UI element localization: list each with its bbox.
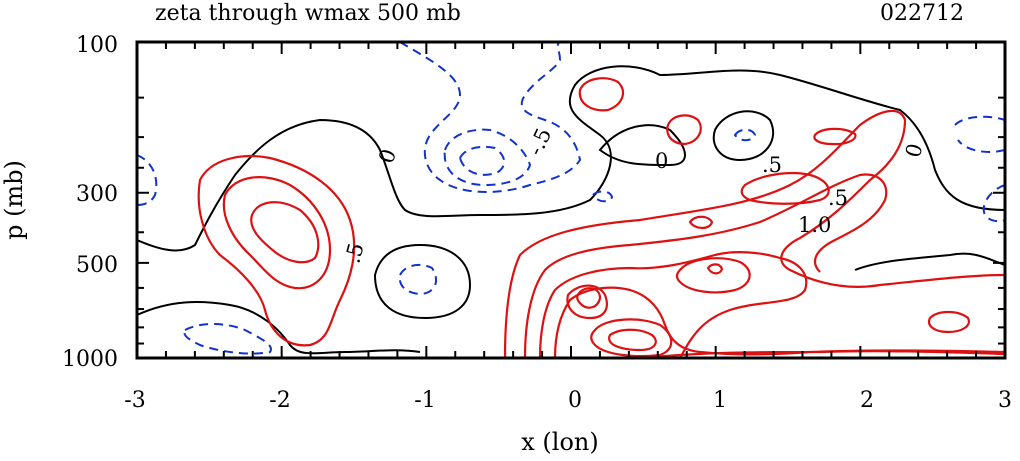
x-tick-label: -3 <box>124 388 145 413</box>
contour-label: -.5 <box>523 124 556 159</box>
y-tick-label: 500 <box>76 253 118 278</box>
date-label: 022712 <box>880 1 964 26</box>
contour-label: .5 <box>828 186 848 210</box>
positive-contour <box>222 176 332 290</box>
positive-contour <box>523 173 888 358</box>
negative-contour <box>137 154 158 206</box>
contour-label: 0 <box>374 146 401 167</box>
positive-contour <box>927 310 970 334</box>
zero-contour <box>373 243 472 320</box>
positive-contour <box>250 201 320 264</box>
negative-contour <box>183 323 272 355</box>
y-tick-label: 100 <box>76 33 118 58</box>
negative-contour <box>399 42 582 193</box>
x-tick-label: -1 <box>414 388 435 413</box>
positive-contour <box>644 350 1005 358</box>
zero-contour <box>712 110 775 162</box>
positive-contour <box>197 154 356 347</box>
x-axis-label: x (lon) <box>521 428 598 456</box>
chart-title: zeta through wmax 500 mb <box>155 1 461 26</box>
x-tick-label: 1 <box>713 388 727 413</box>
positive-contour <box>706 263 724 275</box>
positive-contour <box>538 251 808 358</box>
negative-contour <box>398 263 438 296</box>
positive-contour <box>608 328 657 352</box>
positive-contour <box>688 215 714 230</box>
x-tick-label: 3 <box>998 388 1012 413</box>
positive-contour <box>590 318 673 358</box>
y-axis-label: p (mb) <box>0 160 28 240</box>
negative-contour <box>954 115 1005 153</box>
positive-contour <box>740 171 830 205</box>
x-tick-label: -2 <box>269 388 290 413</box>
negative-contour <box>591 190 614 203</box>
zero-contour <box>854 252 1005 271</box>
positive-contour <box>666 114 702 146</box>
axis-ticks <box>136 41 1006 359</box>
positive-contour <box>813 127 857 146</box>
positive-contour <box>578 77 625 112</box>
y-tick-label: 1000 <box>62 347 118 372</box>
positive-contour <box>675 257 751 294</box>
contour-label: 0 <box>901 141 928 160</box>
x-tick-label: 2 <box>860 388 874 413</box>
negative-contour <box>982 184 1005 223</box>
positive-contour <box>503 109 1005 358</box>
zero-contour <box>137 65 1005 252</box>
contour-label: .5 <box>340 240 368 266</box>
x-tick-label: 0 <box>568 388 582 413</box>
positive-contour <box>576 287 602 309</box>
zero-contour <box>137 301 421 355</box>
contour-label: 0 <box>655 149 668 173</box>
y-tick-label: 300 <box>76 182 118 207</box>
positive-contour <box>566 284 608 320</box>
negative-contour <box>458 145 506 176</box>
negative-contour <box>443 128 532 187</box>
contour-label: .5 <box>762 153 782 177</box>
negative-contour <box>733 128 757 142</box>
zero-contour <box>598 124 686 167</box>
contour-label: 1.0 <box>798 213 831 237</box>
